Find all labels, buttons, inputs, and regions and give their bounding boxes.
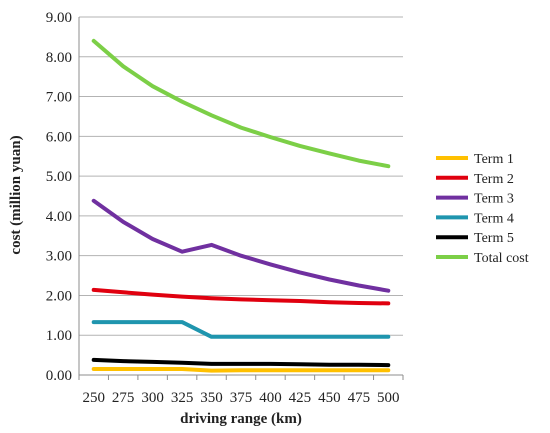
x-tick-label: 475 [348,390,371,406]
series-lines [91,38,391,373]
x-tick-label: 400 [259,390,282,406]
y-axis-title: cost (million yuan) [8,135,24,254]
legend-label-total-cost: Total cost [474,251,529,266]
x-tick-label: 450 [318,390,341,406]
y-tick-label: 1.00 [46,328,72,344]
gridlines [79,16,403,336]
series-line-term-2 [91,287,391,306]
series-line-term-3 [91,198,391,293]
y-tick-label: 6.00 [46,129,72,145]
x-tick-label: 375 [230,390,253,406]
series-line-total-cost [91,38,391,169]
x-tick-label: 350 [200,390,223,406]
y-tick-label: 0.00 [46,368,72,384]
legend-label-term-3: Term 3 [474,192,514,207]
x-tick-label: 325 [171,390,194,406]
axes [78,17,404,380]
legend-label-term-5: Term 5 [474,231,514,246]
y-tick-label: 5.00 [46,169,72,185]
legend-label-term-1: Term 1 [474,152,514,167]
x-tick-label: 425 [289,390,312,406]
y-tick-label: 3.00 [46,249,72,265]
x-tick-label: 250 [82,390,105,406]
x-axis-title: driving range (km) [180,411,302,427]
legend-label-term-4: Term 4 [474,211,514,226]
series-line-term-5 [91,357,391,368]
legend-label-term-2: Term 2 [474,172,514,187]
y-tick-label: 7.00 [46,90,72,106]
y-tick-label: 4.00 [46,209,72,225]
series-line-term-4 [91,320,391,339]
y-tick-label: 2.00 [46,288,72,304]
y-tick-label: 8.00 [46,50,72,66]
x-tick-label: 275 [112,390,135,406]
y-tick-label: 9.00 [46,10,72,26]
x-tick-labels: 250 275 300 325 350 375 400 425 450 475 500 [82,390,399,406]
y-tick-labels: 0.00 1.00 2.00 3.00 4.00 5.00 6.00 7.00 8.00 9.00 [46,10,72,384]
legend: Term 1 Term 2 Term 3 Term 4 Term 5 Total cost [436,152,529,266]
x-tick-label: 300 [141,390,164,406]
series-line-term-1 [91,367,391,373]
x-tick-label: 500 [377,390,400,406]
